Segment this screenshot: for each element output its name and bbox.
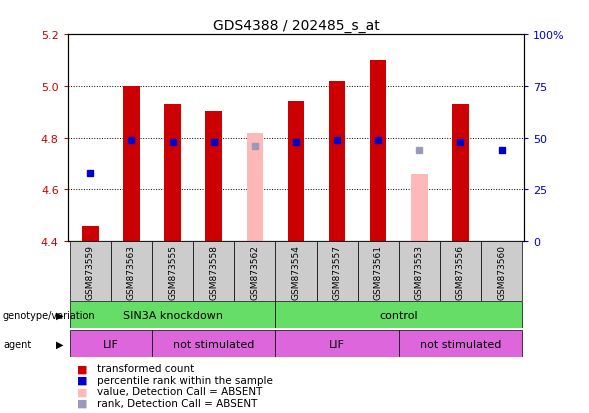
- Text: GSM873556: GSM873556: [456, 244, 465, 299]
- Text: GSM873557: GSM873557: [333, 244, 342, 299]
- Bar: [358, 242, 399, 301]
- Text: value, Detection Call = ABSENT: value, Detection Call = ABSENT: [97, 387, 263, 396]
- Text: not stimulated: not stimulated: [173, 339, 254, 349]
- Bar: [399, 330, 522, 357]
- Text: ▶: ▶: [56, 339, 64, 349]
- Bar: [193, 242, 234, 301]
- Text: ■: ■: [77, 387, 87, 396]
- Text: GSM873560: GSM873560: [497, 244, 506, 299]
- Bar: [316, 242, 358, 301]
- Bar: [234, 242, 276, 301]
- Text: ■: ■: [77, 375, 87, 385]
- Bar: [276, 330, 399, 357]
- Bar: [370, 61, 386, 242]
- Text: not stimulated: not stimulated: [420, 339, 501, 349]
- Bar: [70, 242, 111, 301]
- Text: GSM873555: GSM873555: [168, 244, 177, 299]
- Text: GSM873553: GSM873553: [415, 244, 424, 299]
- Bar: [399, 242, 440, 301]
- Text: ■: ■: [77, 363, 87, 373]
- Bar: [247, 133, 263, 242]
- Bar: [111, 242, 152, 301]
- Text: percentile rank within the sample: percentile rank within the sample: [97, 375, 273, 385]
- Bar: [70, 301, 276, 328]
- Bar: [288, 102, 304, 242]
- Bar: [82, 226, 98, 242]
- Bar: [123, 87, 140, 242]
- Bar: [276, 242, 316, 301]
- Bar: [481, 242, 522, 301]
- Bar: [452, 105, 469, 242]
- Title: GDS4388 / 202485_s_at: GDS4388 / 202485_s_at: [213, 19, 379, 33]
- Bar: [164, 105, 181, 242]
- Text: ■: ■: [77, 398, 87, 408]
- Text: transformed count: transformed count: [97, 363, 194, 373]
- Text: GSM873562: GSM873562: [250, 244, 259, 299]
- Text: GSM873563: GSM873563: [127, 244, 136, 299]
- Text: agent: agent: [3, 339, 31, 349]
- Bar: [70, 330, 152, 357]
- Bar: [440, 242, 481, 301]
- Text: genotype/variation: genotype/variation: [3, 310, 95, 320]
- Bar: [329, 82, 345, 242]
- Text: SIN3A knockdown: SIN3A knockdown: [123, 310, 223, 320]
- Text: rank, Detection Call = ABSENT: rank, Detection Call = ABSENT: [97, 398, 257, 408]
- Text: GSM873558: GSM873558: [209, 244, 219, 299]
- Text: GSM873559: GSM873559: [86, 244, 95, 299]
- Text: control: control: [379, 310, 418, 320]
- Text: ▶: ▶: [56, 310, 64, 320]
- Bar: [411, 175, 428, 242]
- Bar: [276, 301, 522, 328]
- Text: GSM873561: GSM873561: [373, 244, 383, 299]
- Text: GSM873554: GSM873554: [292, 244, 300, 299]
- Bar: [206, 111, 222, 242]
- Bar: [152, 242, 193, 301]
- Text: LIF: LIF: [103, 339, 119, 349]
- Text: LIF: LIF: [329, 339, 345, 349]
- Bar: [152, 330, 276, 357]
